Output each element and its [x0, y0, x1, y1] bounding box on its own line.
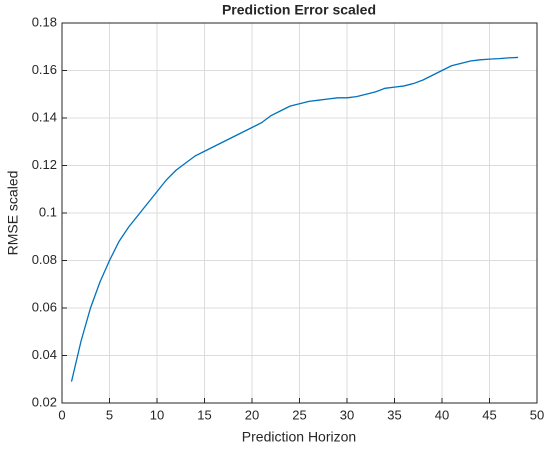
x-tick-label: 30: [340, 407, 354, 422]
x-tick-label: 20: [245, 407, 259, 422]
x-tick-label: 35: [387, 407, 401, 422]
x-axis-label: Prediction Horizon: [242, 429, 356, 445]
plot-frame: [61, 22, 538, 404]
data-line: [70, 56, 519, 382]
y-tick-label: 0.12: [32, 157, 57, 172]
y-tick-label: 0.08: [32, 252, 57, 267]
y-tick-label: 0.06: [32, 299, 57, 314]
y-tick-label: 0.1: [39, 204, 57, 219]
x-tick-label: 15: [197, 407, 211, 422]
y-tick-label: 0.02: [32, 394, 57, 409]
x-tick-label: 5: [106, 407, 113, 422]
x-tick-label: 10: [150, 407, 164, 422]
x-tick-label: 50: [530, 407, 544, 422]
y-tick-label: 0.14: [32, 109, 57, 124]
x-tick-label: 40: [435, 407, 449, 422]
x-tick-label: 45: [482, 407, 496, 422]
y-axis-label: RMSE scaled: [5, 171, 21, 256]
x-tick-label: 25: [292, 407, 306, 422]
y-tick-label: 0.16: [32, 62, 57, 77]
chart-title: Prediction Error scaled: [222, 2, 376, 18]
y-tick-label: 0.18: [32, 14, 57, 29]
y-tick-label: 0.04: [32, 347, 57, 362]
x-tick-label: 0: [58, 407, 65, 422]
